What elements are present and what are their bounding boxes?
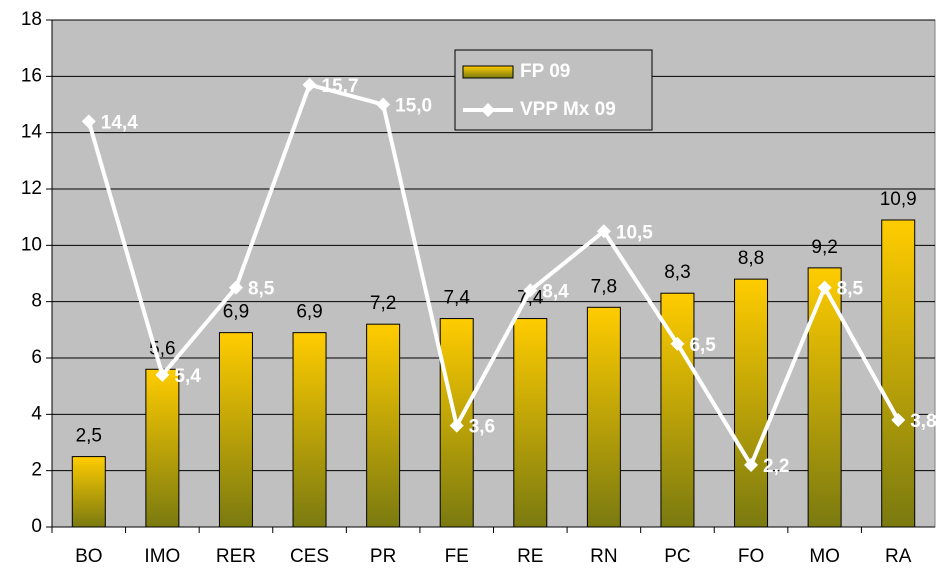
legend-label: FP 09 [520, 61, 570, 82]
x-tick-label: IMO [144, 546, 180, 567]
x-tick-label: RE [517, 546, 543, 567]
marker [302, 77, 317, 92]
bar [660, 292, 695, 528]
x-tick-label: BO [75, 546, 102, 567]
bar-value-label: 8,3 [664, 262, 690, 283]
y-tick-label: 14 [21, 122, 43, 143]
x-tick-label: RER [216, 546, 256, 567]
line-value-label: 8,4 [542, 281, 569, 302]
marker [449, 418, 464, 433]
line-value-label: 14,4 [101, 112, 138, 133]
bar [881, 219, 916, 528]
bar-value-label: 2,5 [76, 426, 102, 447]
y-tick-label: 12 [21, 178, 42, 199]
marker [523, 283, 538, 298]
bar-value-label: 7,4 [443, 288, 470, 309]
marker [670, 336, 685, 351]
marker [891, 412, 906, 427]
line [86, 82, 900, 468]
legend-swatch [462, 65, 514, 79]
x-tick-label: MO [809, 546, 840, 567]
x-tick-label: PR [370, 546, 396, 567]
bar [586, 306, 621, 528]
line-value-label: 10,5 [616, 222, 653, 243]
bar-value-label: 9,2 [811, 237, 837, 258]
line-value-label: 8,5 [837, 279, 864, 300]
x-tick-label: FE [445, 546, 469, 567]
line-value-label: 3,8 [910, 411, 936, 432]
bar-value-label: 6,9 [296, 302, 322, 323]
x-tick-label: PC [664, 546, 690, 567]
y-tick-label: 2 [31, 460, 42, 481]
bar [366, 323, 401, 528]
marker [744, 458, 759, 473]
line-value-label: 15,0 [395, 96, 432, 117]
x-tick-label: CES [290, 546, 329, 567]
bar-value-label: 8,8 [738, 248, 764, 269]
y-tick-label: 16 [21, 65, 42, 86]
y-tick-label: 8 [31, 291, 42, 312]
line-value-label: 3,6 [469, 417, 495, 438]
x-tick-label: FO [738, 546, 764, 567]
bar-value-label: 7,2 [370, 293, 396, 314]
marker [817, 280, 832, 295]
bar [218, 332, 253, 528]
line-value-label: 6,5 [689, 335, 716, 356]
line-value-label: 15,7 [322, 76, 359, 97]
y-tick-label: 6 [31, 347, 42, 368]
x-tick-label: RA [885, 546, 912, 567]
bar [513, 318, 548, 528]
bar [145, 368, 180, 528]
line-value-label: 8,5 [248, 279, 275, 300]
marker [596, 224, 611, 239]
y-tick-label: 0 [31, 516, 42, 537]
bar [71, 456, 106, 528]
line-value-label: 2,2 [763, 456, 789, 477]
bar [734, 278, 769, 528]
marker [155, 367, 170, 382]
legend-label: VPP Mx 09 [520, 99, 616, 120]
bar-value-label: 7,8 [591, 276, 617, 297]
bar [292, 332, 327, 528]
line-value-label: 5,4 [174, 366, 201, 387]
marker [228, 280, 243, 295]
x-tick-label: RN [590, 546, 617, 567]
bar-value-label: 10,9 [880, 189, 917, 210]
legend-marker [481, 103, 495, 117]
y-tick-label: 10 [21, 234, 42, 255]
y-tick-label: 4 [31, 403, 42, 424]
marker [376, 97, 391, 112]
bar-value-label: 6,9 [223, 302, 249, 323]
marker [81, 114, 96, 129]
y-tick-label: 18 [21, 9, 42, 30]
